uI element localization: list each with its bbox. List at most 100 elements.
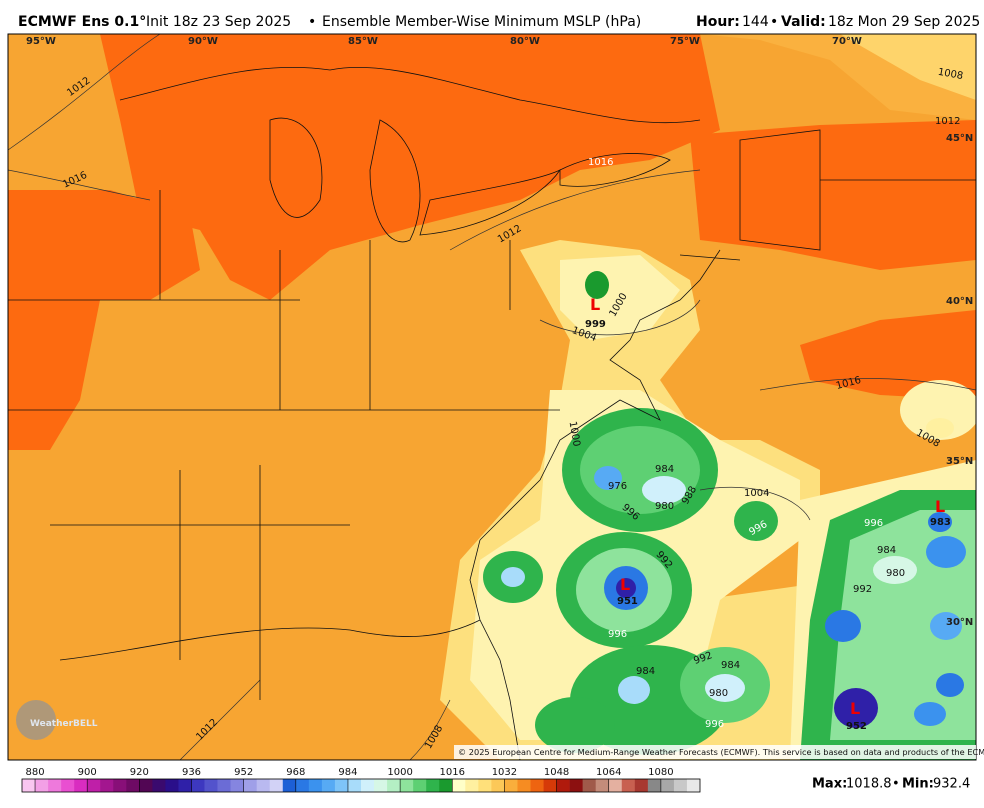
colorbar-swatch (608, 779, 623, 792)
colorbar-frame (21, 778, 701, 793)
min-value: 932.4 (933, 777, 970, 792)
colorbar-swatch (347, 779, 362, 792)
colorbar-swatch (400, 779, 414, 792)
colorbar-swatch (621, 779, 636, 792)
contour-label: 984 (636, 666, 655, 677)
colorbar-swatch (673, 779, 688, 792)
colorbar-swatch (478, 779, 492, 792)
low-marker: L (590, 295, 600, 314)
contour-label: 976 (608, 481, 627, 492)
longitude-label: 85°W (348, 36, 378, 47)
colorbar-swatch (543, 779, 557, 792)
contour-label: 980 (886, 568, 905, 579)
colorbar-swatch (660, 779, 675, 792)
contour-label: 1000 (567, 420, 582, 447)
colorbar-label: 952 (234, 767, 253, 778)
colorbar-swatch (256, 779, 271, 792)
valid-label: Valid: (781, 14, 826, 30)
colorbar-swatch (647, 779, 662, 792)
colorbar-label: 880 (25, 767, 44, 778)
latitude-label: 30°N (946, 617, 973, 628)
colorbar-swatch (126, 779, 140, 792)
colorbar: 880 900 920 936 952 968 984 1000 1016 1032 1048 106… (21, 767, 701, 793)
low-marker: L (620, 575, 630, 594)
colorbar-swatch (361, 779, 375, 792)
latitude-label: 35°N (946, 456, 973, 467)
colorbar-swatch (439, 779, 453, 792)
colorbar-swatch (61, 779, 75, 792)
colorbar-swatch (582, 779, 596, 792)
contour-label: 984 (655, 464, 674, 475)
max-label: Max: (812, 777, 847, 792)
colorbar-label: 1080 (648, 767, 673, 778)
contour-label: 951 (617, 596, 638, 607)
contour-label: 1016 (588, 157, 613, 168)
colorbar-swatch (517, 779, 531, 792)
separator: • (308, 14, 316, 30)
copyright: © 2025 European Centre for Medium-Range … (458, 747, 984, 757)
contour-label: 992 (853, 584, 872, 595)
colorbar-swatch (491, 779, 505, 792)
contour-label: 996 (705, 719, 724, 730)
colorbar-swatch (465, 779, 479, 792)
latitude-label: 45°N (946, 133, 973, 144)
logo-icon (16, 700, 56, 740)
colorbar-label: 1064 (596, 767, 621, 778)
colorbar-label: 920 (130, 767, 149, 778)
contour-label: 984 (721, 660, 740, 671)
model: ECMWF Ens 0.1° (18, 14, 146, 30)
contour-label: 996 (864, 518, 883, 529)
logo: WeatherBELL (30, 719, 98, 729)
colorbar-swatch (595, 779, 610, 792)
colorbar-swatch (165, 779, 179, 792)
colorbar-swatch (243, 779, 257, 792)
contour-label: 1004 (744, 488, 769, 499)
latitude-label: 40°N (946, 296, 973, 307)
contour-label: 983 (930, 517, 951, 528)
longitude-label: 70°W (832, 36, 862, 47)
contour-label: 980 (655, 501, 674, 512)
colorbar-swatch (295, 779, 310, 792)
colorbar-swatch (413, 779, 427, 792)
colorbar-swatch (634, 779, 649, 792)
colorbar-label: 1000 (387, 767, 412, 778)
colorbar-swatch (74, 779, 88, 792)
colorbar-swatch (35, 779, 49, 792)
colorbar-swatch (139, 779, 153, 792)
init: Init 18z 23 Sep 2025 (146, 14, 291, 30)
colorbar-swatch (100, 779, 114, 792)
colorbar-swatch (282, 779, 297, 792)
colorbar-swatch (87, 779, 101, 792)
longitude-label: 95°W (26, 36, 56, 47)
colorbar-swatch (530, 779, 544, 792)
longitude-label: 80°W (510, 36, 540, 47)
contour-label: 1012 (935, 116, 960, 127)
colorbar-swatch (321, 779, 336, 792)
colorbar-label: 1016 (440, 767, 465, 778)
colorbar-swatch (569, 779, 583, 792)
colorbar-swatch (308, 779, 323, 792)
low-marker: L (850, 699, 860, 718)
contour-label: 999 (585, 319, 606, 330)
colorbar-swatch (152, 779, 166, 792)
valid: 18z Mon 29 Sep 2025 (828, 14, 980, 30)
colorbar-swatch (374, 779, 388, 792)
colorbar-swatch (269, 779, 284, 792)
colorbar-label: 936 (182, 767, 201, 778)
colorbar-swatch (217, 779, 231, 792)
contour-label: 1008 (937, 67, 964, 82)
separator: • (770, 14, 778, 30)
map: 95°W 90°W 85°W 80°W 75°W 70°W 45°N 40°N … (7, 33, 984, 761)
colorbar-swatch (452, 779, 466, 792)
colorbar-swatch (22, 779, 36, 792)
colorbar-swatch (178, 779, 192, 792)
longitude-label: 75°W (670, 36, 700, 47)
contour-label: 984 (877, 545, 896, 556)
low-marker: L (935, 497, 945, 516)
colorbar-label: 1032 (492, 767, 517, 778)
colorbar-swatch (191, 779, 205, 792)
colorbar-label: 1048 (544, 767, 569, 778)
product: Ensemble Member-Wise Minimum MSLP (hPa) (322, 14, 641, 30)
